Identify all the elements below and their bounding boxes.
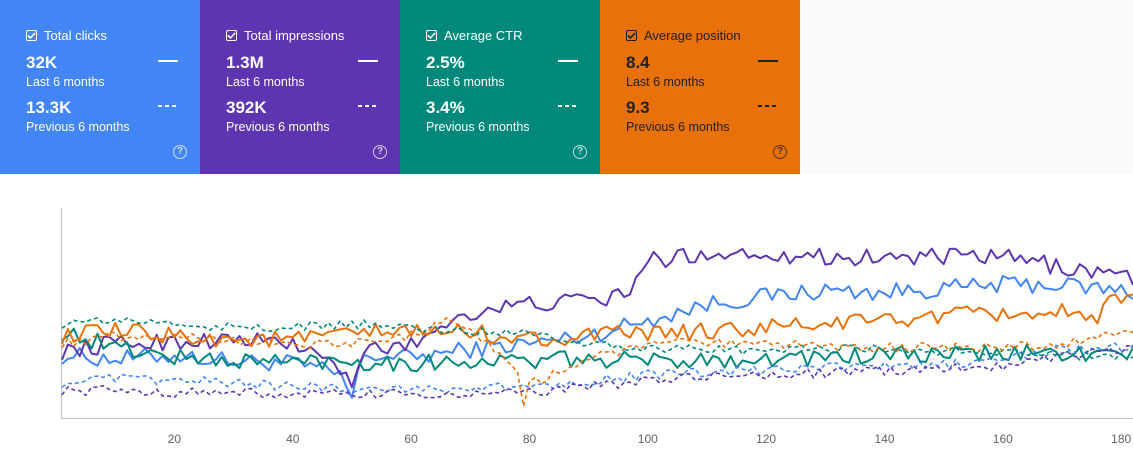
checkbox-checked-icon[interactable] [426,29,437,41]
solid-line-legend-icon [558,60,578,62]
metric-card-header: Average CTR [426,26,600,44]
x-tick-label: 120 [756,432,776,446]
current-period: Last 6 months [626,75,705,89]
help-icon[interactable]: ? [173,145,187,159]
metric-card-average-position[interactable]: Average position 8.4 Last 6 months 9.3 P… [600,0,800,174]
previous-value: 3.4% [426,98,465,117]
x-axis-ticks: 20 40 60 80 100 120 140 160 180 [168,432,1132,446]
current-value: 1.3M [226,53,264,72]
x-tick-label: 40 [286,432,300,446]
metric-label: Total impressions [244,27,345,43]
previous-value: 13.3K [26,98,72,117]
current-value: 32K [26,53,58,72]
metric-card-header: Total clicks [26,26,200,44]
series-line-average-ctr-current [61,327,1133,373]
x-tick-label: 100 [638,432,658,446]
solid-line-legend-icon [758,60,778,62]
previous-period: Previous 6 months [26,120,130,134]
metric-label: Average CTR [444,27,523,43]
metric-label: Average position [644,27,741,43]
x-tick-label: 140 [874,432,894,446]
series-line-average-position-previous [61,317,1133,407]
metric-cards: Total clicks 32K Last 6 months 13.3K Pre… [0,0,800,174]
help-icon[interactable]: ? [373,145,387,159]
current-period: Last 6 months [226,75,305,89]
solid-line-legend-icon [158,60,178,62]
checkbox-checked-icon[interactable] [626,29,637,41]
checkbox-checked-icon[interactable] [226,29,237,41]
previous-value: 392K [226,98,267,117]
metric-card-average-ctr[interactable]: Average CTR 2.5% Last 6 months 3.4% Prev… [400,0,600,174]
x-tick-label: 20 [168,432,182,446]
performance-line-chart: 20 40 60 80 100 120 140 160 180 [61,208,1133,446]
dashed-line-legend-icon [158,105,178,107]
x-tick-label: 80 [523,432,537,446]
metric-card-total-clicks[interactable]: Total clicks 32K Last 6 months 13.3K Pre… [0,0,200,174]
previous-period: Previous 6 months [626,120,730,134]
solid-line-legend-icon [358,60,378,62]
metric-card-header: Total impressions [226,26,400,44]
series-line-total-clicks-previous [61,342,1133,394]
current-value: 8.4 [626,53,650,72]
x-tick-label: 160 [993,432,1013,446]
dashed-line-legend-icon [758,105,778,107]
previous-period: Previous 6 months [426,120,530,134]
current-period: Last 6 months [26,75,105,89]
previous-value: 9.3 [626,98,650,117]
checkbox-checked-icon[interactable] [26,29,37,41]
series-layer [61,247,1133,407]
metric-label: Total clicks [44,27,107,43]
x-tick-label: 180 [1111,432,1131,446]
metric-card-header: Average position [626,26,800,44]
current-period: Last 6 months [426,75,505,89]
series-line-total-impressions-current [61,247,1133,389]
dashed-line-legend-icon [558,105,578,107]
current-value: 2.5% [426,53,465,72]
help-icon[interactable]: ? [773,145,787,159]
help-icon[interactable]: ? [573,145,587,159]
dashed-line-legend-icon [358,105,378,107]
metric-card-total-impressions[interactable]: Total impressions 1.3M Last 6 months 392… [200,0,400,174]
previous-period: Previous 6 months [226,120,330,134]
x-tick-label: 60 [404,432,418,446]
series-line-total-impressions-previous [61,344,1133,399]
series-line-average-ctr-previous [61,317,1133,361]
series-line-average-position-current [61,293,1133,348]
